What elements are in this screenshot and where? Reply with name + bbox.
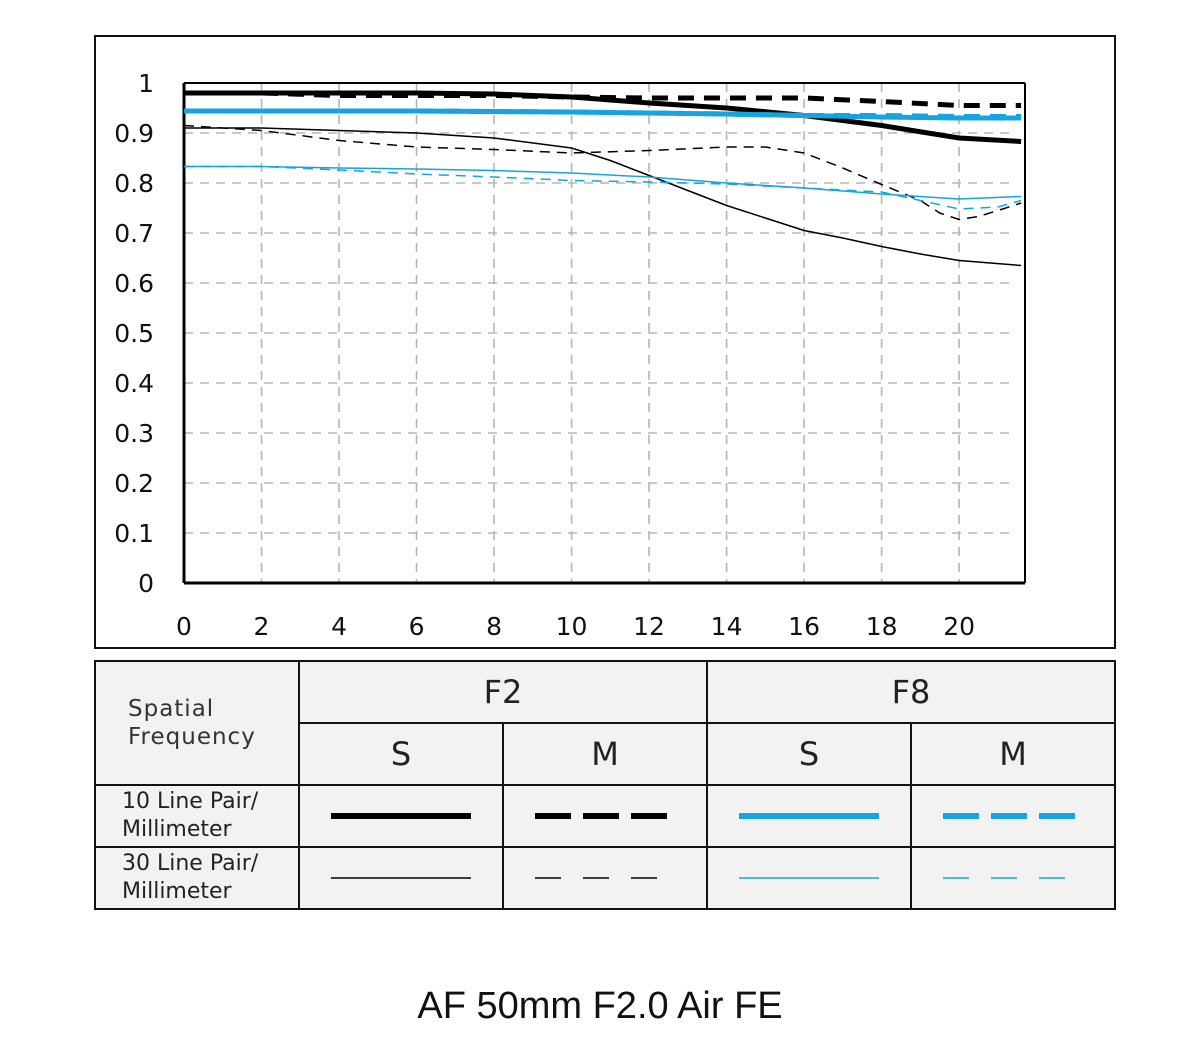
x-tick-label-10: 20 xyxy=(943,612,975,641)
y-tick-label-10: 1 xyxy=(138,69,154,98)
swatch-f2-s-30lp xyxy=(331,877,471,879)
y-tick-label-3: 0.3 xyxy=(114,419,154,448)
legend-row-10lp: 10 Line Pair/ Millimeter xyxy=(94,784,1117,848)
swatch-f8-m-30lp xyxy=(943,877,1084,879)
swatch-f2-m-30lp xyxy=(535,877,675,879)
swatch-cell-f2-m-30 xyxy=(501,846,709,910)
swatch-f2-m-10lp xyxy=(535,813,675,819)
x-tick-label-1: 2 xyxy=(254,612,270,641)
x-tick-label-7: 14 xyxy=(711,612,743,641)
swatch-cell-f2-m-10 xyxy=(501,784,709,848)
swatch-f8-m-10lp xyxy=(943,813,1084,819)
swatch-cell-f8-s-10 xyxy=(706,784,913,848)
mtf-chart: 00.10.20.30.40.50.60.70.80.910 2 4 6 8 10 12 14… xyxy=(114,69,1026,641)
legend-row-30lp-line1: 30 Line Pair/ xyxy=(122,851,259,876)
swatch-cell-f8-s-30 xyxy=(706,846,913,910)
legend-header-f2: F2 xyxy=(297,660,709,724)
swatch-cell-f2-s-30 xyxy=(298,846,504,910)
y-tick-label-4: 0.4 xyxy=(114,369,154,398)
legend-row-30lp-line2: Millimeter xyxy=(122,879,232,904)
legend-f8-m: M xyxy=(910,722,1117,786)
series-f2-m-10lp xyxy=(184,90,1022,108)
legend-row-10lp-line2: Millimeter xyxy=(122,817,232,842)
y-tick-label-9: 0.9 xyxy=(114,119,154,148)
x-tick-label-3: 6 xyxy=(409,612,425,641)
series-f2-s-30lp xyxy=(184,127,1022,267)
legend-header-f8: F8 xyxy=(706,660,1117,724)
y-tick-label-8: 0.8 xyxy=(114,169,154,198)
y-tick-label-7: 0.7 xyxy=(114,219,154,248)
legend-row-30lp: 30 Line Pair/ Millimeter xyxy=(94,846,1117,910)
legend-row-10lp-line1: 10 Line Pair/ xyxy=(122,789,259,814)
y-tick-label-6: 0.6 xyxy=(114,269,154,298)
legend-corner-line1: Spatial xyxy=(128,696,215,722)
legend-corner-line2: Frequency xyxy=(128,724,256,750)
legend-row-10lp-label: 10 Line Pair/ Millimeter xyxy=(94,784,300,848)
series-f8-m-10lp xyxy=(184,108,1022,119)
y-tick-label-1: 0.1 xyxy=(114,519,154,548)
x-tick-label-9: 18 xyxy=(866,612,898,641)
x-tick-label-5: 10 xyxy=(556,612,588,641)
series-f8-m-30lp xyxy=(184,165,1022,210)
swatch-cell-f2-s-10 xyxy=(298,784,504,848)
y-tick-label-5: 0.5 xyxy=(114,319,154,348)
x-tick-label-2: 4 xyxy=(331,612,347,641)
x-tick-label-6: 12 xyxy=(633,612,665,641)
y-tick-label-0: 0 xyxy=(138,569,154,598)
legend-table: Spatial Frequency F2 F8 S M S M 10 Line … xyxy=(94,660,1117,910)
legend-corner-label: Spatial Frequency xyxy=(94,660,300,786)
legend-f2-s: S xyxy=(298,722,504,786)
swatch-cell-f8-m-30 xyxy=(910,846,1117,910)
product-title: AF 50mm F2.0 Air FE xyxy=(417,985,783,1027)
x-tick-label-0: 0 xyxy=(176,612,192,641)
legend-f2-m: M xyxy=(501,722,709,786)
legend-row-30lp-label: 30 Line Pair/ Millimeter xyxy=(94,846,300,910)
x-tick-label-4: 8 xyxy=(486,612,502,641)
mtf-chart-frame: 0 0.1 0.2 0.3 0.4 0.5 0.6 0.7 0.8 0.9 1 0 2 4 6 8 10 12 14… xyxy=(94,35,1116,649)
swatch-f8-s-30lp xyxy=(739,877,880,879)
series-f2-m-30lp xyxy=(183,124,1022,221)
x-tick-label-8: 16 xyxy=(788,612,820,641)
legend-f8-s: S xyxy=(706,722,913,786)
swatch-f8-s-10lp xyxy=(739,813,880,819)
swatch-f2-s-10lp xyxy=(331,813,471,819)
series-f8-s-30lp xyxy=(184,165,1022,200)
swatch-cell-f8-m-10 xyxy=(910,784,1117,848)
y-tick-label-2: 0.2 xyxy=(114,469,154,498)
